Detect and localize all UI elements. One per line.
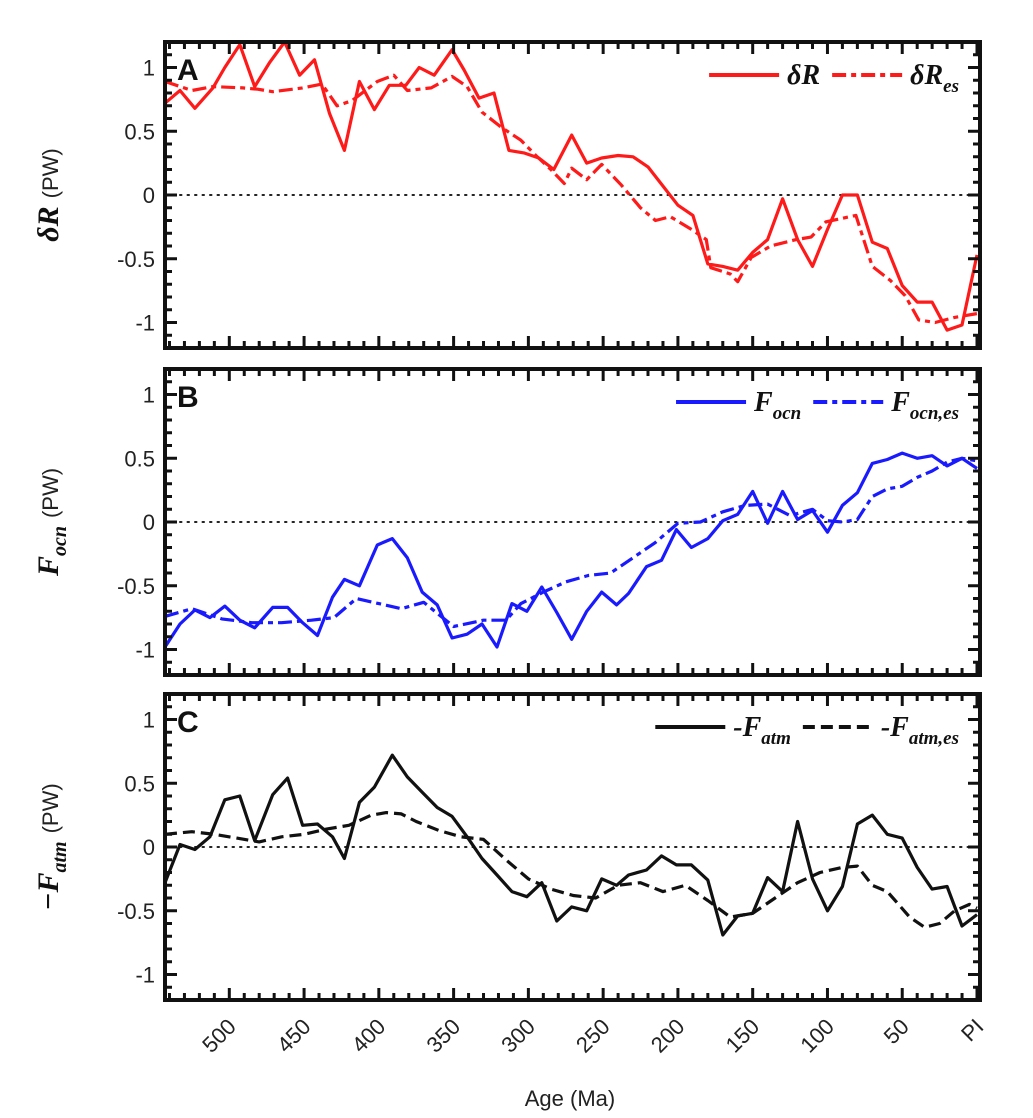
x-tick-label: 100 — [795, 1014, 839, 1058]
legend-label-main: F — [890, 387, 910, 418]
panel-letter: C — [177, 706, 199, 739]
legend-label: -Fatm,es — [881, 712, 959, 749]
y-tick-label: 0 — [143, 835, 155, 860]
series-line--F_atm — [163, 753, 978, 937]
y-tick-label: -1 — [135, 311, 155, 336]
series-line--F_atm,es — [164, 811, 978, 929]
x-tick-label: 50 — [879, 1014, 914, 1049]
y-axis-title: Focn (PW) — [32, 468, 71, 577]
y-axis-subscript: atm — [49, 841, 71, 872]
y-tick-label: -1 — [135, 963, 155, 988]
x-tick-label: PI — [956, 1014, 988, 1046]
x-axis-title: Age (Ma) — [525, 1086, 615, 1111]
legend-label-sub: atm,es — [909, 728, 959, 749]
y-tick-label: -0.5 — [117, 247, 155, 272]
x-tick-label: 500 — [197, 1014, 241, 1058]
legend: -Fatm,es-Fatm — [655, 712, 959, 749]
y-tick-label: 0 — [143, 510, 155, 535]
y-tick-label: 0.5 — [124, 446, 155, 471]
legend-label: Focn — [753, 387, 801, 424]
y-tick-label: 1 — [143, 708, 155, 733]
legend-label-sub: ocn,es — [910, 403, 959, 424]
x-tick-label: 150 — [721, 1014, 765, 1058]
y-axis-symbol: −F — [32, 873, 65, 911]
y-axis-subscript: ocn — [49, 526, 71, 556]
y-tick-label: 1 — [143, 56, 155, 81]
panel-C: 10.50-0.5-1C−Fatm(PW)-Fatm,es-Fatm — [32, 692, 982, 1002]
series-line-δR_es — [164, 73, 978, 325]
y-tick-label: 1 — [143, 383, 155, 408]
panel-letter: B — [177, 381, 199, 414]
x-tick-label: 350 — [422, 1014, 466, 1058]
legend-label: δRes — [910, 60, 959, 97]
series-line-F_ocn,es — [164, 456, 978, 629]
legend-label-sub: es — [943, 76, 959, 97]
series-line-F_ocn — [163, 451, 978, 649]
legend-label-sub: atm — [761, 728, 791, 749]
legend-label: -Fatm — [733, 712, 791, 749]
x-tick-label: 450 — [272, 1014, 316, 1058]
x-tick-label: 200 — [646, 1014, 690, 1058]
x-axis-tick-labels: 500 450 400 350 300 250 200 150 100 50 PI — [197, 1014, 988, 1058]
legend-label: δR — [787, 60, 820, 91]
legend-label: Focn,es — [890, 387, 959, 424]
y-tick-label: -1 — [135, 638, 155, 663]
legend-label-main: -F — [733, 712, 761, 743]
y-axis-unit: (PW) — [38, 783, 63, 833]
legend-label-main: F — [753, 387, 773, 418]
legend-label-main: -F — [881, 712, 909, 743]
panel-letter: A — [177, 54, 199, 87]
y-tick-label: 0.5 — [124, 771, 155, 796]
y-tick-label: 0 — [143, 183, 155, 208]
x-tick-label: 300 — [496, 1014, 540, 1058]
y-tick-label: -0.5 — [117, 574, 155, 599]
y-axis-symbol: δR — [32, 206, 65, 241]
legend-label-main: δR — [787, 60, 820, 91]
y-axis-unit: (PW) — [38, 148, 63, 198]
series-line-δR — [163, 40, 979, 332]
y-tick-label: -0.5 — [117, 899, 155, 924]
y-axis-unit: (PW) — [38, 468, 63, 518]
y-axis-title: −Fatm (PW) — [32, 783, 71, 910]
x-tick-label: 400 — [347, 1014, 391, 1058]
legend-label-main: δR — [910, 60, 943, 91]
legend-label-sub: ocn — [773, 403, 802, 424]
x-tick-label: 250 — [571, 1014, 615, 1058]
y-axis-title: δR (PW) — [32, 148, 65, 241]
y-tick-label: 0.5 — [124, 119, 155, 144]
y-axis-symbol: F — [32, 556, 65, 577]
